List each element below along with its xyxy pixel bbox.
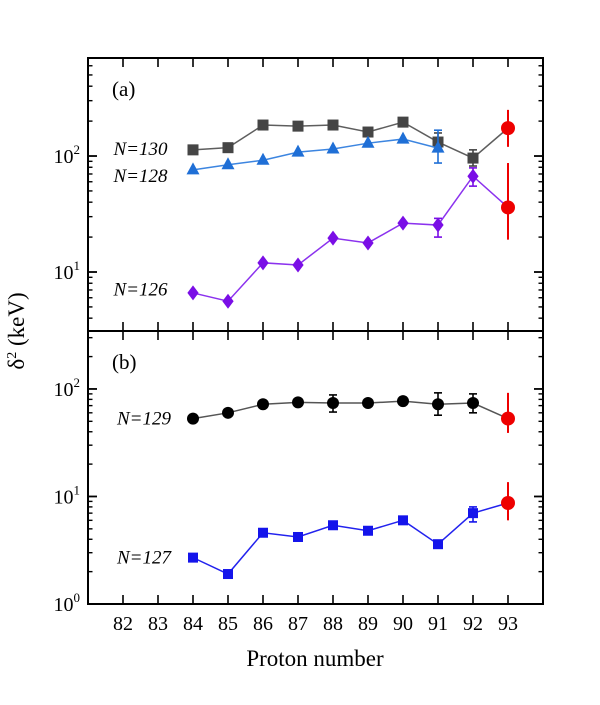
data-point [222, 142, 234, 154]
series-label: N=129 [116, 409, 171, 430]
data-point [293, 531, 303, 542]
data-point [187, 412, 199, 425]
data-point-highlight [501, 495, 515, 510]
x-tick-label: 89 [358, 613, 378, 635]
data-point [327, 230, 339, 246]
data-point [291, 144, 305, 157]
data-point [258, 527, 268, 538]
panel-b: 82 83 84 85 86 87 88 89 90 91 92 93100101102N=129N=… [54, 330, 544, 635]
x-tick-label: 82 [113, 613, 133, 635]
data-point [327, 119, 339, 131]
data-point [431, 140, 445, 153]
panel-b-tag: (b) [112, 350, 137, 374]
x-tick-label: 86 [253, 613, 273, 635]
series-label: N=130 [113, 139, 168, 160]
data-point [467, 152, 479, 164]
data-point [292, 120, 304, 132]
data-point [432, 217, 444, 233]
data-point-highlight [501, 200, 515, 215]
series-line [192, 121, 509, 159]
data-point [326, 141, 340, 154]
data-point [256, 152, 270, 165]
data-point [187, 285, 199, 301]
x-tick-label: 90 [393, 613, 413, 635]
y-tick-label: 102 [54, 375, 81, 401]
data-point-highlight [501, 121, 515, 136]
x-tick-label: 92 [463, 613, 483, 635]
x-tick-label: 93 [498, 613, 518, 635]
data-point [362, 126, 374, 138]
series-N=127: N=127 [116, 482, 515, 580]
data-point [397, 215, 409, 231]
data-point [362, 235, 374, 251]
series-label: N=127 [116, 548, 172, 569]
data-point [362, 397, 374, 410]
series-N=126: N=126 [113, 163, 515, 309]
series-N=129: N=129 [116, 392, 515, 433]
series-label: N=126 [113, 279, 168, 300]
data-point [186, 162, 200, 175]
panel-frame [87, 330, 544, 605]
data-point [327, 397, 339, 410]
panel-a-tag: (a) [112, 77, 135, 101]
data-point [292, 257, 304, 273]
data-point [187, 144, 199, 156]
x-tick-label: 91 [428, 613, 448, 635]
data-point [361, 135, 375, 148]
x-tick-label: 88 [323, 613, 343, 635]
data-point [432, 398, 444, 411]
series-line [192, 175, 509, 303]
series-label: N=128 [113, 166, 168, 187]
x-axis-title: Proton number [246, 646, 384, 671]
data-point [467, 397, 479, 410]
x-tick-label: 83 [148, 613, 168, 635]
data-point [328, 520, 338, 531]
series-N=130: N=130 [113, 109, 515, 167]
x-tick-label: 85 [218, 613, 238, 635]
data-point [223, 569, 233, 580]
data-point [257, 255, 269, 271]
data-point [257, 119, 269, 131]
data-point [363, 525, 373, 536]
data-point [188, 552, 198, 563]
data-point [468, 508, 478, 519]
data-point [257, 398, 269, 411]
data-point [222, 293, 234, 309]
data-point [433, 539, 443, 550]
x-tick-label: 87 [288, 613, 308, 635]
data-point [398, 515, 408, 526]
data-point-highlight [501, 411, 515, 426]
data-point [292, 396, 304, 409]
series-line [192, 502, 509, 575]
data-point [222, 406, 234, 419]
data-point [397, 116, 409, 128]
data-point [397, 395, 409, 408]
data-point [396, 131, 410, 144]
data-point [221, 157, 235, 170]
series-line [192, 138, 439, 171]
series-line [192, 400, 509, 420]
data-point [467, 168, 479, 184]
series-N=128: N=128 [113, 129, 445, 187]
x-tick-label: 84 [183, 613, 203, 635]
